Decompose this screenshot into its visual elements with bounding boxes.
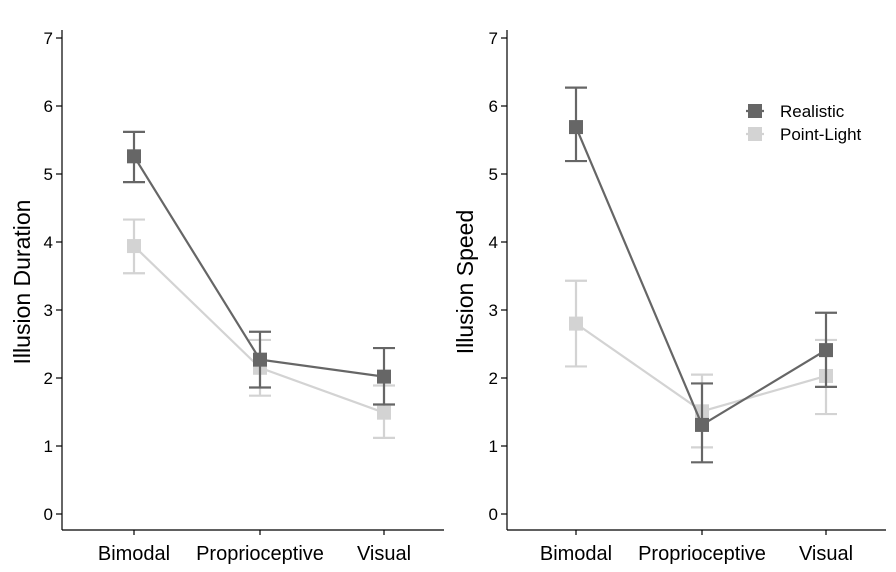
y-tick-label: 4: [44, 233, 53, 252]
series-2: [123, 218, 395, 439]
y-tick-label: 5: [44, 165, 53, 184]
chart-panel-2: 0 1 2 3 4 5 6 7 Bimodal Proprioceptive Visual Illus…: [452, 29, 886, 565]
data-point: [377, 405, 391, 420]
data-point: [377, 369, 391, 384]
legend: Realistic Point-Light: [746, 102, 862, 144]
y-tick-label: 6: [489, 97, 498, 116]
data-point: [695, 417, 709, 432]
data-point: [569, 120, 583, 135]
y-tick-label: 1: [489, 437, 498, 456]
legend-label: Realistic: [780, 102, 845, 121]
chart-panel-1: 0 1 2 3 4 5 6 7 Bimodal Proprioceptive Visual Illus…: [9, 29, 444, 565]
y-tick-label: 5: [489, 165, 498, 184]
y-tick-label: 7: [44, 29, 53, 48]
y-tick-label: 1: [44, 437, 53, 456]
x-tick-label: Bimodal: [540, 543, 612, 565]
x-tick-label: Proprioceptive: [196, 543, 324, 565]
y-axis-title: Illusion Speed: [452, 210, 478, 355]
series-1: [565, 86, 837, 464]
y-tick-label: 6: [44, 97, 53, 116]
data-point: [819, 343, 833, 358]
y-tick-label: 2: [44, 369, 53, 388]
x-tick-label: Bimodal: [98, 543, 170, 565]
y-tick-label: 2: [489, 369, 498, 388]
y-tick-label: 7: [489, 29, 498, 48]
y-tick-label: 3: [44, 301, 53, 320]
x-tick-label: Visual: [357, 543, 411, 565]
series-1: [123, 130, 395, 406]
legend-item: Point-Light: [746, 125, 862, 144]
y-tick-label: 0: [44, 505, 53, 524]
legend-label: Point-Light: [780, 125, 862, 144]
data-point: [253, 352, 267, 367]
data-point: [569, 316, 583, 331]
legend-swatch: [748, 104, 762, 118]
y-tick-label: 3: [489, 301, 498, 320]
y-axis-title: Illusion Duration: [9, 200, 35, 365]
data-point: [127, 239, 141, 254]
x-tick-label: Visual: [799, 543, 853, 565]
data-point: [127, 149, 141, 164]
legend-swatch: [748, 127, 762, 141]
y-tick-label: 0: [489, 505, 498, 524]
legend-item: Realistic: [746, 102, 845, 121]
y-tick-label: 4: [489, 233, 498, 252]
x-tick-label: Proprioceptive: [638, 543, 766, 565]
